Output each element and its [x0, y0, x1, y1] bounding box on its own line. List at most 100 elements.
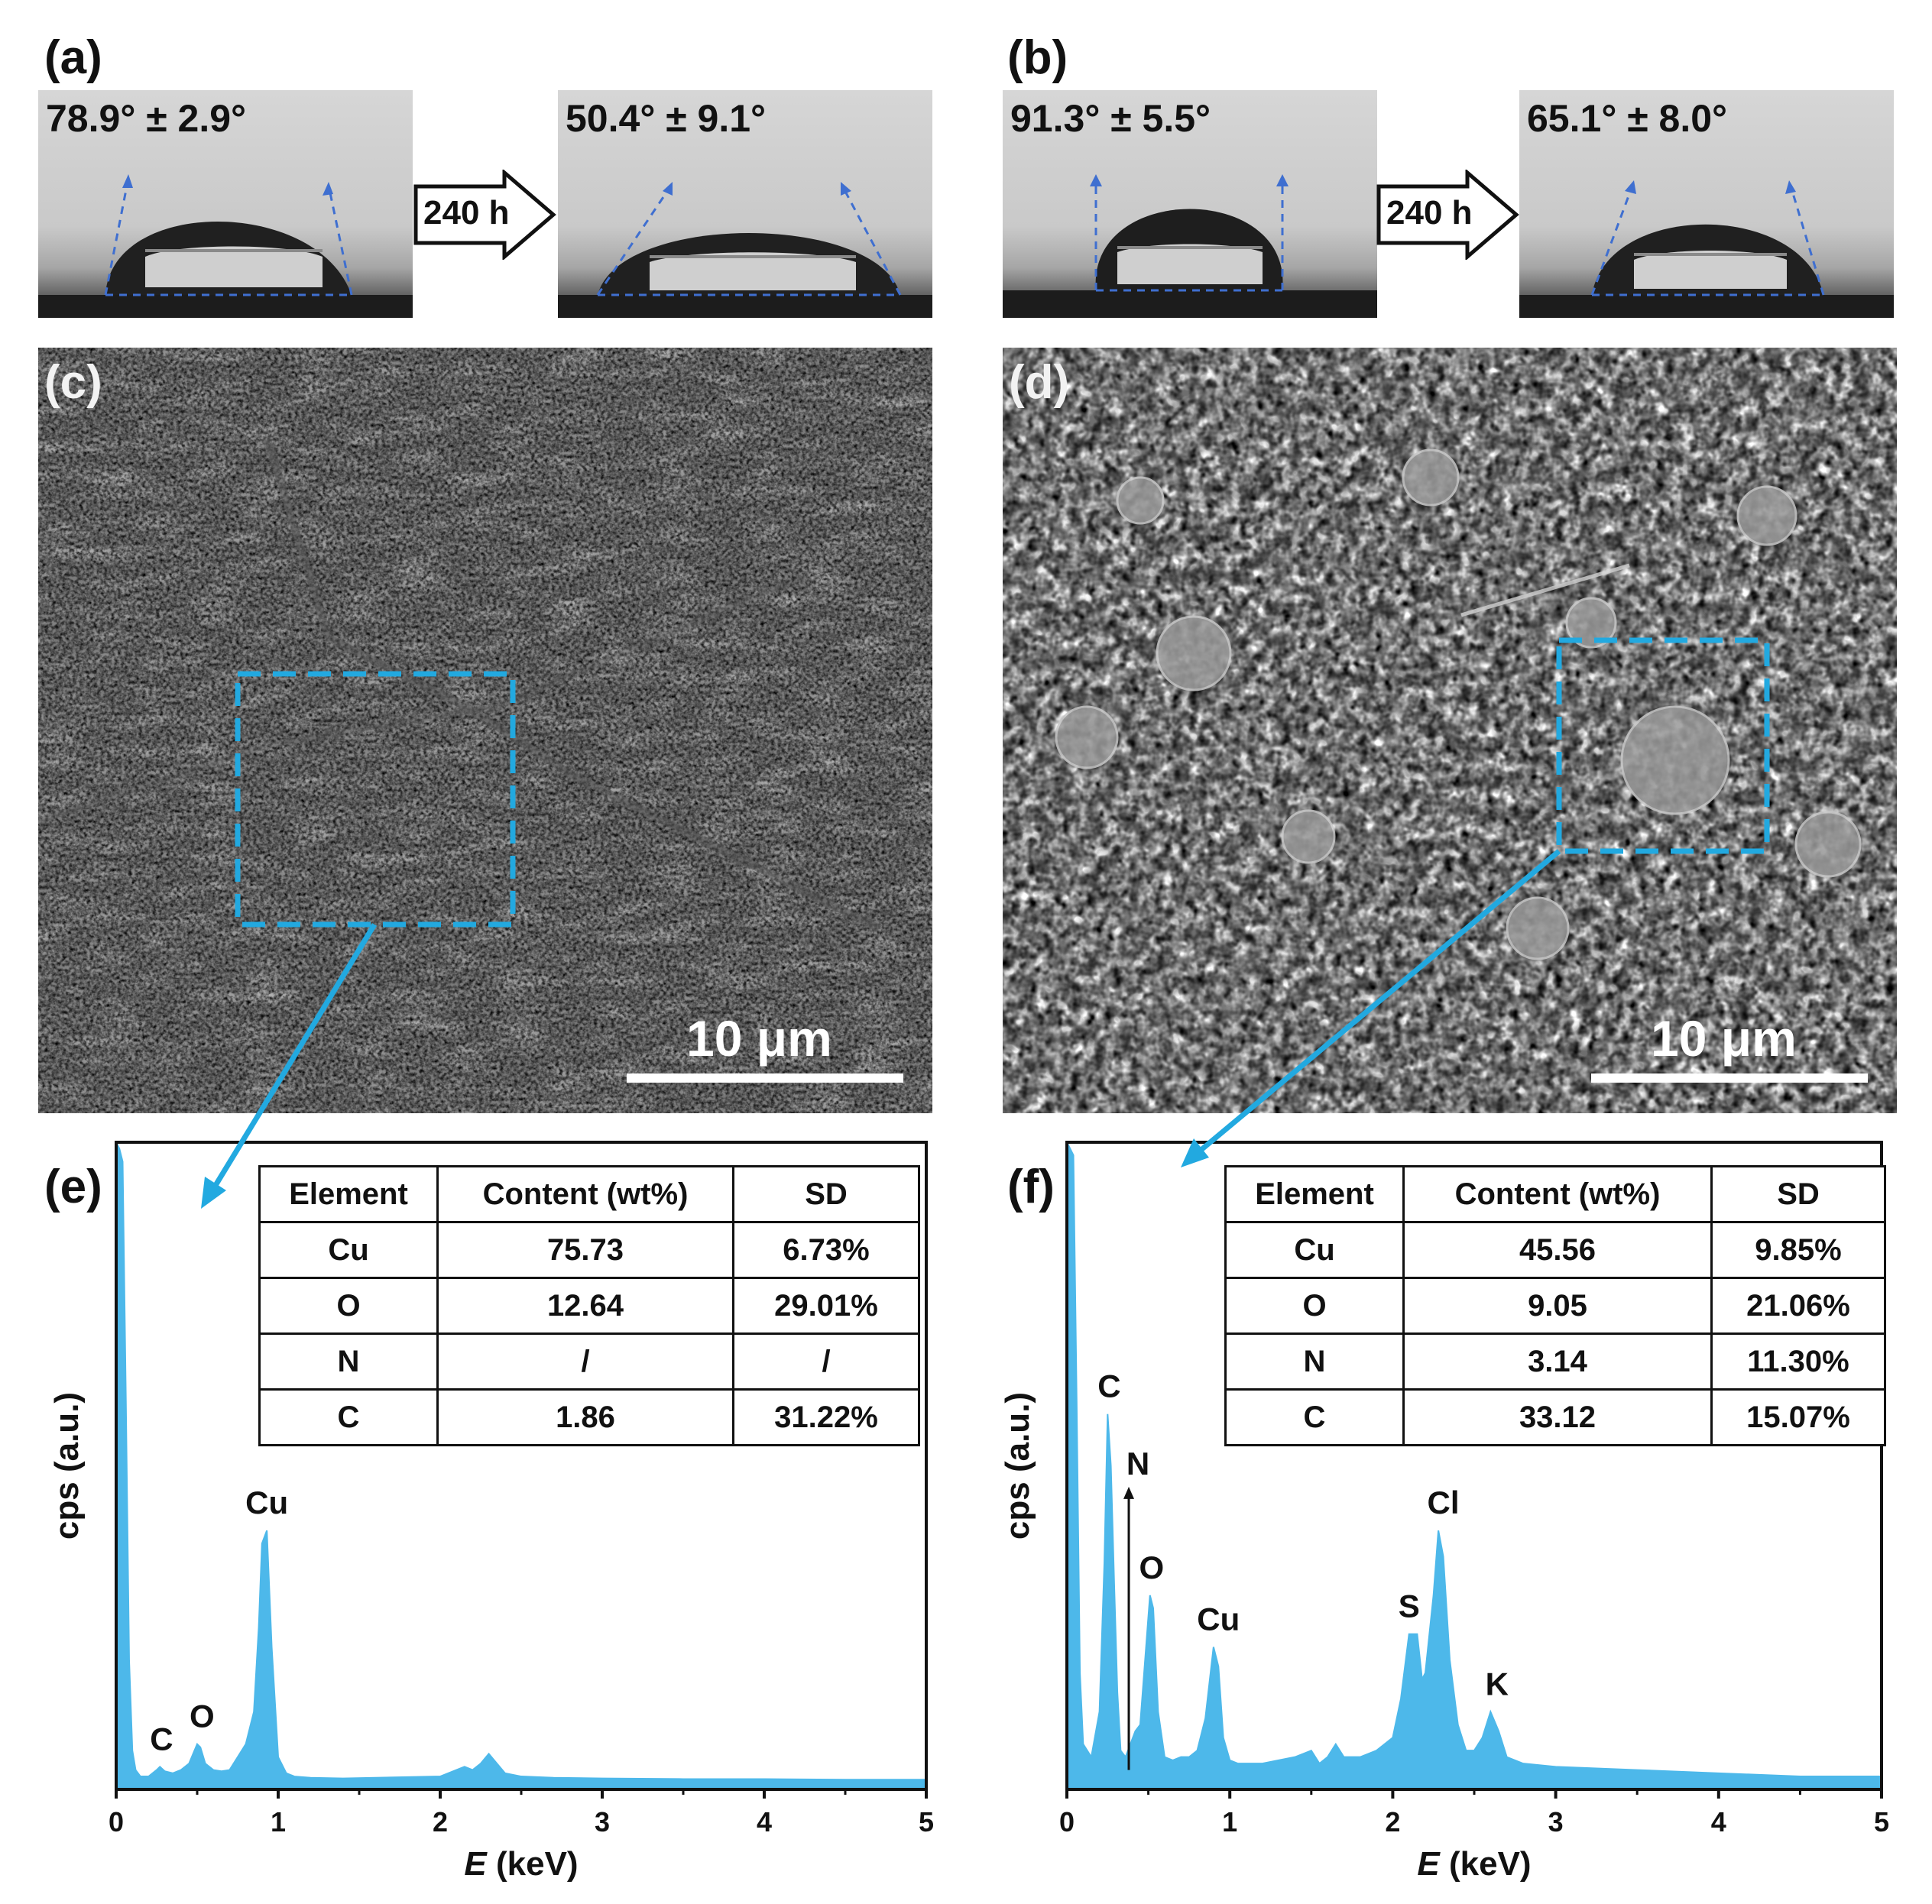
x-tick-label: 4: [757, 1806, 772, 1838]
peak-label: O: [190, 1698, 215, 1734]
table-cell: 9.85%: [1710, 1221, 1886, 1279]
table-cell: C: [1224, 1388, 1405, 1446]
table-cell: 21.06%: [1710, 1277, 1886, 1335]
droplet-image-a-after: 50.4° ± 9.1°: [558, 90, 932, 318]
table-row: C 1.86 31.22%: [258, 1388, 920, 1446]
droplet-image-a-before: 78.9° ± 2.9°: [38, 90, 413, 318]
table-row: Cu 45.56 9.85%: [1224, 1221, 1886, 1279]
table-cell: 12.64: [436, 1277, 734, 1335]
x-tick-label: 5: [1874, 1806, 1889, 1838]
droplet-image-b-after: 65.1° ± 8.0°: [1519, 90, 1894, 318]
contact-angle-b-before: 91.3° ± 5.5°: [1010, 97, 1211, 140]
x-tick-label: 0: [1059, 1806, 1075, 1838]
x-tick-label: 2: [1385, 1806, 1400, 1838]
scale-bar-c-label: 10 μm: [686, 1010, 832, 1067]
spectrum-area-f: [1066, 1141, 1882, 1790]
table-row: C 33.12 15.07%: [1224, 1388, 1886, 1446]
table-cell: O: [1224, 1277, 1405, 1335]
y-axis-label-e: cps (a.u.): [48, 1392, 86, 1540]
table-cell: 11.30%: [1710, 1332, 1886, 1391]
y-axis-label-f: cps (a.u.): [999, 1392, 1036, 1540]
panel-label-e: (e): [44, 1161, 102, 1213]
x-tick-label: 3: [595, 1806, 610, 1838]
contact-angle-a-before: 78.9° ± 2.9°: [46, 97, 247, 140]
peak-label: S: [1399, 1588, 1420, 1624]
peak-label: K: [1486, 1666, 1509, 1702]
table-cell: 15.07%: [1710, 1388, 1886, 1446]
panel-label-f: (f): [1007, 1161, 1055, 1213]
table-cell: 3.14: [1402, 1332, 1713, 1391]
eds-table-e: Element Content (wt%) SD Cu 75.73 6.73% …: [258, 1165, 920, 1446]
table-row: N / /: [258, 1332, 920, 1391]
x-tick-label: 4: [1711, 1806, 1726, 1838]
table-row: O 9.05 21.06%: [1224, 1277, 1886, 1335]
droplet-image-b-before: 91.3° ± 5.5°: [1003, 90, 1377, 318]
table-cell: /: [732, 1332, 920, 1391]
table-cell: N: [258, 1332, 439, 1391]
panel-label-d: (d): [1009, 356, 1070, 409]
table-row: Cu 75.73 6.73%: [258, 1221, 920, 1279]
x-tick-label: 0: [109, 1806, 124, 1838]
table-cell: C: [258, 1388, 439, 1446]
time-arrow-b-label: 240 h: [1386, 194, 1473, 232]
peak-label: N: [1126, 1446, 1149, 1481]
table-header-row: Element Content (wt%) SD: [1224, 1165, 1886, 1223]
x-tick-label: 1: [1222, 1806, 1237, 1838]
table-cell: Cu: [1224, 1221, 1405, 1279]
time-arrow-b: 240 h: [1376, 168, 1521, 261]
table-cell: 31.22%: [732, 1388, 920, 1446]
table-header-sd: SD: [1710, 1165, 1886, 1223]
table-cell: O: [258, 1277, 439, 1335]
peak-label: O: [1139, 1549, 1165, 1585]
x-axis-label-symbol: E: [1417, 1845, 1441, 1883]
x-tick-label: 1: [271, 1806, 286, 1838]
scale-bar-c: [627, 1073, 903, 1083]
table-header-content: Content (wt%): [1402, 1165, 1713, 1223]
sem-image-d: (d) 10 μm: [1003, 348, 1897, 1113]
contact-angle-b-after: 65.1° ± 8.0°: [1527, 97, 1728, 140]
peak-label: Cu: [245, 1485, 288, 1520]
x-tick-label: 2: [433, 1806, 448, 1838]
x-tick-label: 5: [919, 1806, 934, 1838]
sem-image-c: (c) 10 μm: [38, 348, 932, 1113]
contact-angle-a-after: 50.4° ± 9.1°: [566, 97, 767, 140]
eds-table-f: Element Content (wt%) SD Cu 45.56 9.85% …: [1224, 1165, 1886, 1446]
table-cell: /: [436, 1332, 734, 1391]
peak-label: C: [1097, 1368, 1120, 1404]
time-arrow-a: 240 h: [413, 168, 558, 261]
table-row: N 3.14 11.30%: [1224, 1332, 1886, 1391]
x-axis-label-unit: (keV): [1440, 1845, 1532, 1883]
table-cell: 45.56: [1402, 1221, 1713, 1279]
table-cell: Cu: [258, 1221, 439, 1279]
x-axis-label-e: E (keV): [464, 1845, 578, 1883]
table-cell: 6.73%: [732, 1221, 920, 1279]
x-axis-label-symbol: E: [464, 1845, 488, 1883]
peak-label: C: [150, 1721, 173, 1757]
peak-label: Cl: [1427, 1485, 1459, 1520]
table-row: O 12.64 29.01%: [258, 1277, 920, 1335]
table-cell: 1.86: [436, 1388, 734, 1446]
peak-arrowhead-n: [1123, 1486, 1135, 1499]
panel-label-c: (c): [44, 356, 102, 409]
peak-label: Cu: [1197, 1601, 1240, 1637]
scale-bar-d: [1591, 1073, 1868, 1083]
table-cell: 9.05: [1402, 1277, 1713, 1335]
scale-bar-d-label: 10 μm: [1651, 1010, 1797, 1067]
table-header-sd: SD: [732, 1165, 920, 1223]
table-header-row: Element Content (wt%) SD: [258, 1165, 920, 1223]
time-arrow-a-label: 240 h: [423, 194, 510, 232]
spectrum-area-e: [115, 1141, 927, 1790]
table-cell: N: [1224, 1332, 1405, 1391]
table-cell: 75.73: [436, 1221, 734, 1279]
table-cell: 29.01%: [732, 1277, 920, 1335]
x-tick-label: 3: [1548, 1806, 1564, 1838]
table-cell: 33.12: [1402, 1388, 1713, 1446]
table-header-element: Element: [1224, 1165, 1405, 1223]
x-axis-label-unit: (keV): [487, 1845, 579, 1883]
x-axis-label-f: E (keV): [1417, 1845, 1531, 1883]
table-header-element: Element: [258, 1165, 439, 1223]
table-header-content: Content (wt%): [436, 1165, 734, 1223]
panel-label-a: (a): [44, 31, 102, 84]
